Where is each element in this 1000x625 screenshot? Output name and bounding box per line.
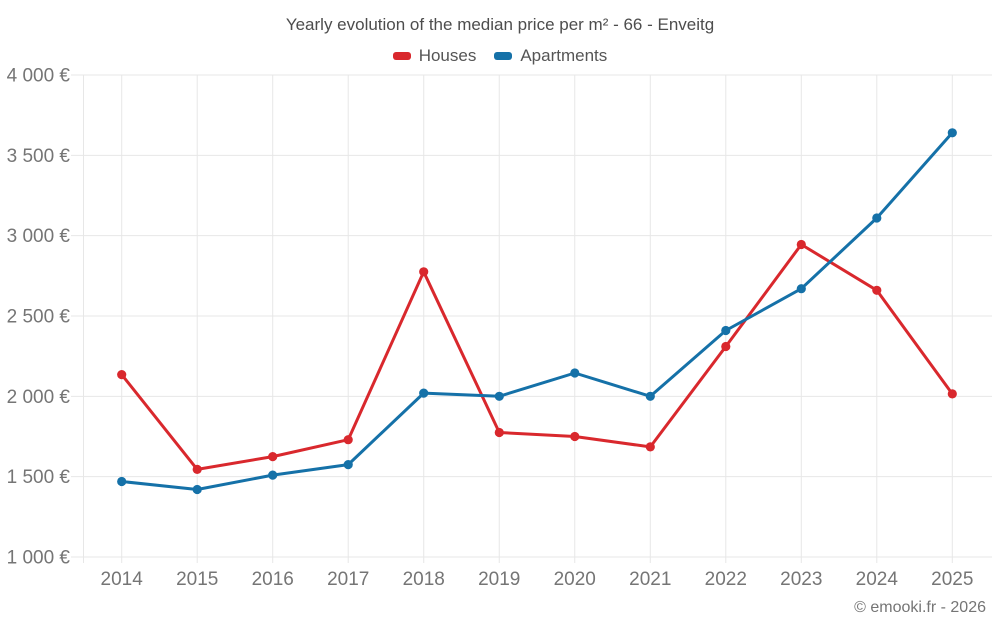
apartments-point-2021[interactable] [645,391,655,401]
y-tick-label: 1 500 € [7,467,71,488]
y-tick-label: 1 000 € [7,548,71,569]
houses-legend-label: Houses [418,46,477,65]
houses-point-2021[interactable] [645,442,655,452]
houses-point-2015[interactable] [192,464,202,474]
houses-point-2020[interactable] [570,431,580,442]
apartments-point-2022[interactable] [721,325,731,336]
apartments-point-2016[interactable] [268,470,278,480]
houses-point-2018[interactable] [419,267,429,277]
y-tick-label: 3 000 € [7,226,71,247]
apartments-point-2024[interactable] [872,213,882,223]
apartments-point-2025[interactable] [947,128,957,138]
y-tick-label: 4 000 € [7,66,71,87]
apartments-point-2014[interactable] [117,476,127,487]
legend-item-apartments[interactable]: Apartments [494,46,607,66]
houses-point-2017[interactable] [343,435,353,445]
houses-point-2023[interactable] [796,239,806,250]
apartments-point-2019[interactable] [494,391,504,401]
x-tick-label: 2020 [554,569,596,590]
x-tick-label: 2017 [327,569,369,590]
y-tick-label: 3 500 € [7,146,71,167]
x-tick-label: 2022 [705,569,747,590]
x-tick-label: 2014 [101,569,144,590]
apartments-point-2017[interactable] [343,460,353,470]
x-tick-label: 2025 [931,569,973,590]
houses-point-2022[interactable] [721,341,731,352]
houses-line [120,243,954,471]
apartments-point-2023[interactable] [796,284,806,294]
x-tick-label: 2015 [176,569,218,590]
houses-point-2019[interactable] [494,427,504,438]
x-tick-label: 2019 [478,569,520,590]
apartments-point-2015[interactable] [192,484,202,495]
x-tick-label: 2016 [252,569,294,590]
x-tick-label: 2024 [856,569,899,590]
apartments-legend-label: Apartments [520,46,608,65]
copyright: © emooki.fr - 2026 [854,599,986,616]
legend-item-houses[interactable]: Houses [392,46,477,66]
y-tick-label: 2 000 € [7,387,71,408]
apartments-legend-swatch-icon [494,52,513,60]
apartments-point-2020[interactable] [570,368,580,378]
x-tick-label: 2023 [780,569,822,590]
apartments-line [120,131,954,491]
legend: Houses Apartments [0,46,1000,66]
x-tick-label: 2021 [629,569,671,590]
houses-point-2014[interactable] [117,370,127,380]
y-tick-label: 2 500 € [7,307,71,328]
houses-point-2024[interactable] [872,285,882,295]
houses-legend-swatch-icon [392,52,411,60]
houses-point-2016[interactable] [268,452,278,462]
chart-title: Yearly evolution of the median price per… [285,15,715,34]
houses-point-2025[interactable] [947,389,957,399]
apartments-point-2018[interactable] [419,388,429,398]
x-tick-label: 2018 [403,569,445,590]
